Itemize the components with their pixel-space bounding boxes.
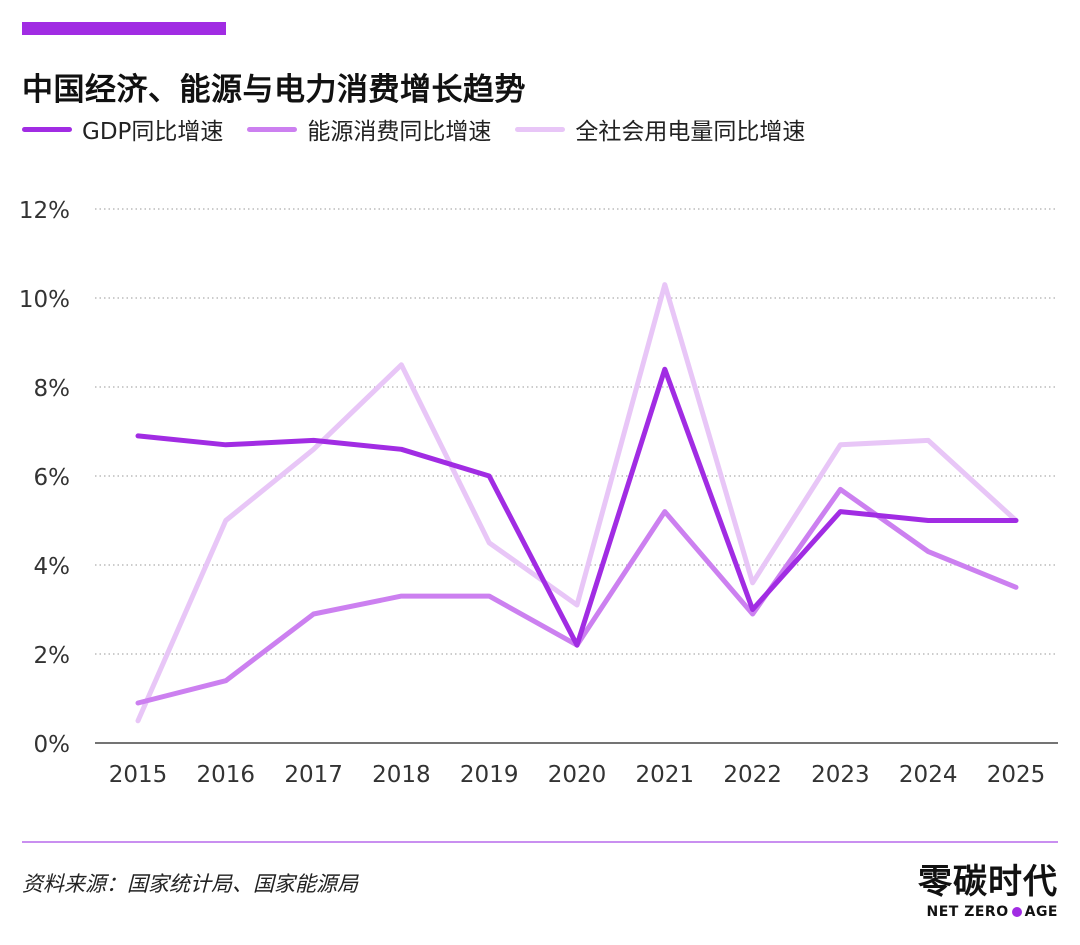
- x-tick-label-2019: 2019: [460, 762, 519, 788]
- legend-item-gdp: GDP同比增速: [22, 112, 223, 146]
- legend-swatch-energy: [247, 126, 298, 132]
- brand-name-en-part2: AGE: [1024, 904, 1058, 920]
- legend-item-energy: 能源消费同比增速: [247, 112, 491, 146]
- legend-item-electricity: 全社会用电量同比增速: [515, 112, 805, 146]
- accent-top-bar: [22, 22, 226, 35]
- chart-legend: GDP同比增速 能源消费同比增速 全社会用电量同比增速: [22, 112, 829, 146]
- y-tick-label-12: 12%: [19, 198, 70, 224]
- series-line-gdp: [135, 366, 1019, 648]
- x-tick-label-2020: 2020: [548, 762, 607, 788]
- y-tick-label-6: 6%: [34, 465, 71, 491]
- brand-logo: 零碳时代 NET ZERO AGE: [918, 862, 1058, 920]
- legend-label-electricity: 全社会用电量同比增速: [575, 119, 806, 145]
- y-tick-label-10: 10%: [19, 287, 70, 313]
- x-tick-label-2022: 2022: [723, 762, 782, 788]
- x-tick-label-2024: 2024: [899, 762, 958, 788]
- x-tick-label-2015: 2015: [109, 762, 168, 788]
- legend-swatch-gdp: [22, 126, 72, 132]
- x-tick-label-2023: 2023: [811, 762, 870, 788]
- legend-label-gdp: GDP同比增速: [82, 119, 224, 145]
- y-tick-label-8: 8%: [34, 376, 71, 402]
- x-tick-label-2017: 2017: [284, 762, 343, 788]
- page-title: 中国经济、能源与电力消费增长趋势: [22, 72, 526, 108]
- brand-name-en-part1: NET ZERO: [926, 904, 1009, 920]
- legend-swatch-electricity: [515, 126, 566, 132]
- legend-label-energy: 能源消费同比增速: [307, 119, 492, 145]
- y-tick-label-0: 0%: [34, 732, 71, 758]
- y-tick-label-4: 4%: [34, 554, 71, 580]
- y-tick-label-2: 2%: [34, 643, 71, 669]
- brand-name-en: NET ZERO AGE: [918, 904, 1058, 920]
- x-tick-label-2018: 2018: [372, 762, 431, 788]
- x-tick-label-2025: 2025: [987, 762, 1046, 788]
- x-tick-label-2016: 2016: [197, 762, 256, 788]
- x-tick-label-2021: 2021: [636, 762, 695, 788]
- brand-name-cn: 零碳时代: [918, 862, 1058, 902]
- series-line-electricity: [135, 282, 1019, 724]
- brand-dot-icon: [1011, 907, 1022, 917]
- bottom-divider: [22, 841, 1058, 843]
- source-note: 资料来源：国家统计局、国家能源局: [22, 872, 358, 896]
